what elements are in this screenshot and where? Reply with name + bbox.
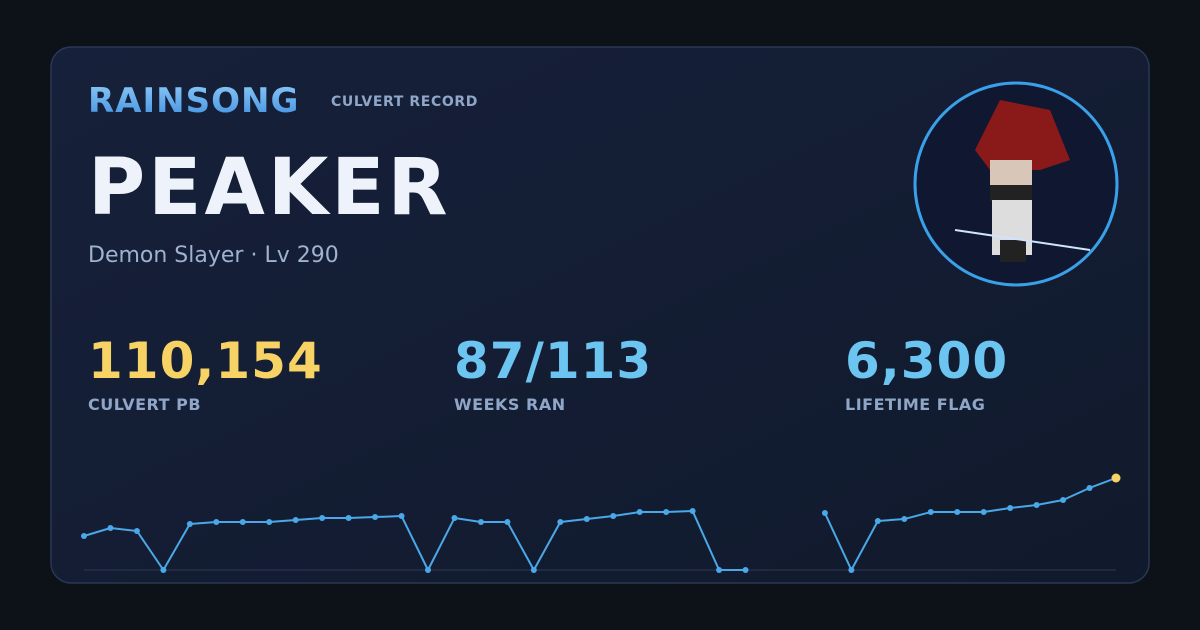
point xyxy=(504,518,511,525)
point xyxy=(848,567,855,573)
point xyxy=(980,509,987,516)
point xyxy=(530,567,537,573)
point xyxy=(1086,484,1093,491)
point xyxy=(213,518,220,525)
point xyxy=(557,518,564,525)
point xyxy=(1007,505,1014,512)
point xyxy=(319,515,326,522)
point xyxy=(689,508,696,515)
point xyxy=(583,516,590,523)
point xyxy=(160,567,167,573)
point xyxy=(742,567,749,573)
point xyxy=(425,567,431,573)
point xyxy=(874,517,881,524)
character-name: PEAKER xyxy=(88,143,451,233)
point xyxy=(239,518,246,525)
point xyxy=(663,509,670,516)
point xyxy=(81,533,87,540)
point xyxy=(372,514,379,521)
point xyxy=(1033,502,1040,509)
point xyxy=(345,515,352,522)
avatar xyxy=(913,81,1119,287)
sparkline xyxy=(83,477,1117,571)
card xyxy=(50,46,1150,584)
point xyxy=(398,513,405,520)
tag: CULVERT RECORD xyxy=(331,94,478,110)
stat-value: 6,300 xyxy=(845,332,1008,390)
point xyxy=(954,509,961,516)
point xyxy=(716,567,723,573)
point xyxy=(610,513,617,520)
stat-label: WEEKS RAN xyxy=(454,395,566,414)
point xyxy=(901,516,908,523)
point xyxy=(477,518,484,525)
stat-label: LIFETIME FLAG xyxy=(845,395,985,414)
brand: RAINSONG xyxy=(88,81,299,121)
point xyxy=(107,524,114,531)
point xyxy=(821,510,828,517)
point xyxy=(133,527,140,534)
point xyxy=(266,518,273,525)
point xyxy=(1060,497,1067,504)
subtitle: Demon Slayer · Lv 290 xyxy=(88,243,339,268)
point xyxy=(451,515,458,522)
stat-value: 87/113 xyxy=(454,332,652,390)
highlight-point xyxy=(1111,473,1121,483)
point xyxy=(927,509,934,516)
point xyxy=(636,509,643,516)
stat-value: 110,154 xyxy=(88,332,323,390)
point xyxy=(292,516,299,523)
stat-label: CULVERT PB xyxy=(88,395,201,414)
point xyxy=(186,520,193,527)
